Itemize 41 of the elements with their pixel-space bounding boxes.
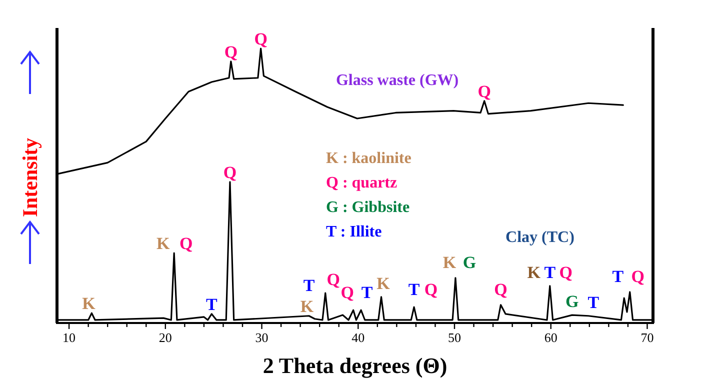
text: Clay (TC) — [506, 229, 574, 246]
annotation: Q — [326, 270, 340, 290]
annotation: Q — [631, 266, 644, 286]
annotation: Q — [424, 280, 438, 300]
series-label: Glass waste (GW) — [336, 72, 459, 89]
annotation: T — [303, 276, 316, 295]
y-axis-title: Intensity — [18, 137, 42, 218]
annotation: K — [300, 296, 314, 316]
annotation: K — [156, 234, 170, 254]
x-tick-label: 10 — [62, 330, 76, 345]
x-tick-label: 40 — [352, 330, 365, 345]
x-tick-label: 70 — [640, 330, 654, 345]
x-tick-label: 60 — [544, 330, 558, 345]
annotation: T : Illite — [326, 224, 382, 240]
annotation: G — [565, 292, 579, 312]
annotation: T — [544, 262, 556, 282]
annotation: Q — [340, 283, 354, 302]
annotation: Q — [254, 30, 268, 48]
annotation: G : Gibbsite — [326, 199, 410, 216]
annotation: K — [442, 252, 457, 272]
annotation: Q — [559, 262, 573, 282]
annotation: T — [408, 280, 420, 300]
x-tick-label: 50 — [448, 330, 461, 345]
annotation: K — [82, 294, 96, 314]
x-axis-title: 2 Theta degrees (Θ) — [262, 353, 448, 378]
x-tick-label: 30 — [255, 330, 268, 345]
annotation: K — [527, 262, 542, 282]
annotation: T — [206, 294, 218, 314]
annotation: K : kaolinite — [326, 150, 412, 167]
annotation: T — [612, 266, 624, 286]
annotation: Q — [494, 280, 508, 299]
annotation: K — [376, 274, 391, 293]
annotation: Q — [224, 42, 238, 62]
annotation: Q — [223, 162, 237, 182]
x-tick-label: 20 — [158, 330, 172, 345]
annotation: Q : quartz — [326, 174, 398, 192]
annotation: Q — [179, 234, 193, 254]
annotation: T — [588, 292, 600, 312]
annotation: G — [462, 252, 476, 272]
annotation: T — [361, 283, 374, 302]
annotation: Q — [478, 82, 491, 101]
